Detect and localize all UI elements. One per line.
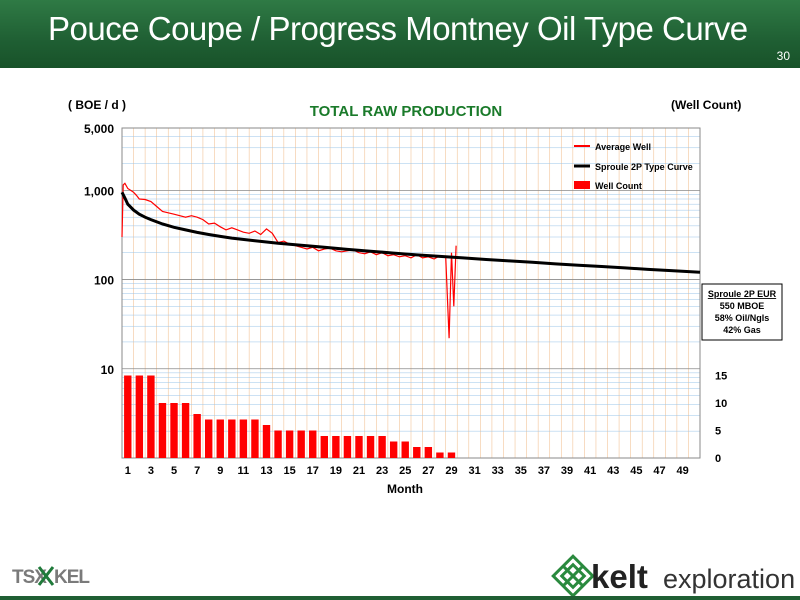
- kelt-wordmark: kelt: [591, 558, 648, 595]
- x-tick-label: 21: [353, 465, 365, 477]
- x-tick-label: 33: [492, 465, 504, 477]
- legend-label-well-count: Well Count: [595, 181, 642, 191]
- well-count-bar: [251, 419, 259, 458]
- well-count-bar: [447, 452, 456, 458]
- x-tick-label: 23: [376, 465, 388, 477]
- y-tick-label: 1,000: [84, 184, 114, 198]
- x-tick-label: 5: [171, 465, 177, 477]
- well-count-bar: [158, 403, 167, 458]
- x-tick-label: 35: [515, 465, 527, 477]
- well-count-bar: [124, 375, 132, 458]
- x-tick-label: 9: [217, 465, 223, 477]
- x-tick-label: 11: [238, 465, 250, 477]
- x-tick-label: 39: [561, 465, 573, 477]
- y2-axis-label: (Well Count): [671, 98, 741, 112]
- y-tick-label: 10: [101, 363, 115, 377]
- plot-border: [121, 127, 701, 459]
- well-count-bar: [401, 441, 409, 458]
- y-axis-label: ( BOE / d ): [68, 98, 126, 112]
- x-tick-label: 1: [125, 465, 131, 477]
- slide-header: Pouce Coupe / Progress Montney Oil Type …: [0, 0, 800, 68]
- y2-tick-label: 10: [715, 398, 727, 410]
- tsx-x-mark-icon: [37, 566, 55, 586]
- tsx-kel-logo: TSX KEL: [12, 566, 91, 588]
- well-count-bar: [262, 425, 271, 458]
- chart-title: TOTAL RAW PRODUCTION: [310, 103, 503, 120]
- x-tick-label: 49: [677, 465, 689, 477]
- x-tick-label: 41: [584, 465, 596, 477]
- eur-box-title: Sproule 2P EUR: [708, 289, 777, 299]
- well-count-bar: [193, 414, 201, 458]
- well-count-bar: [147, 375, 155, 458]
- well-count-bar: [239, 419, 248, 458]
- x-tick-label: 25: [399, 465, 411, 477]
- well-count-bar: [424, 447, 433, 458]
- x-tick-label: 37: [538, 465, 550, 477]
- chart-grid: [122, 128, 701, 458]
- kel-logo-text: KEL: [54, 567, 90, 588]
- well-count-bar: [309, 430, 317, 458]
- chart-lines: [120, 182, 701, 339]
- slide-title: Pouce Coupe / Progress Montney Oil Type …: [48, 10, 748, 47]
- y-tick-label: 100: [94, 274, 114, 288]
- well-count-bar: [216, 419, 224, 458]
- eur-box-frame: [701, 283, 783, 341]
- well-count-bar: [355, 436, 363, 458]
- x-tick-label: 29: [445, 465, 457, 477]
- well-count-bar: [436, 452, 444, 458]
- legend-swatch-well-count: [574, 181, 590, 189]
- well-count-bar: [413, 447, 421, 458]
- legend-label-average-well: Average Well: [595, 142, 651, 152]
- eur-box-line3: 42% Gas: [723, 325, 761, 335]
- x-tick-label: 17: [307, 465, 319, 477]
- y2-tick-label: 5: [715, 426, 721, 438]
- x-tick-label: 3: [148, 465, 154, 477]
- x-tick-label: 47: [653, 465, 665, 477]
- legend: Average Well Sproule 2P Type Curve Well …: [574, 142, 693, 191]
- x-tick-label: 7: [194, 465, 200, 477]
- x-tick-label: 15: [283, 465, 295, 477]
- x-tick-label: 13: [260, 465, 272, 477]
- type-curve-line: [120, 191, 701, 274]
- x-axis-label: Month: [387, 482, 423, 496]
- well-count-bar: [181, 403, 190, 458]
- well-count-bar: [228, 419, 236, 458]
- well-count-bars: [124, 375, 456, 458]
- well-count-bar: [378, 436, 386, 458]
- y2-tick-label: 0: [715, 453, 721, 465]
- kelt-knot-icon: [551, 554, 595, 598]
- well-count-bar: [389, 441, 398, 458]
- well-count-bar: [297, 430, 305, 458]
- well-count-bar: [170, 403, 178, 458]
- legend-label-type-curve: Sproule 2P Type Curve: [595, 162, 693, 172]
- eur-box-line1: 550 MBOE: [720, 301, 765, 311]
- x-tick-label: 27: [422, 465, 434, 477]
- well-count-bar: [135, 375, 144, 458]
- well-count-bar: [320, 436, 328, 458]
- well-count-bar: [274, 430, 282, 458]
- y2-tick-label: 15: [715, 371, 727, 383]
- exploration-wordmark: exploration: [663, 564, 795, 594]
- kelt-logo: kelt exploration: [551, 554, 795, 598]
- x-tick-label: 45: [630, 465, 642, 477]
- slide-content: [4, 68, 796, 598]
- well-count-bar: [366, 436, 375, 458]
- well-count-bar: [343, 436, 352, 458]
- x-tick-label: 19: [330, 465, 342, 477]
- page-number: 30: [776, 49, 790, 63]
- y-tick-label: 5,000: [84, 122, 114, 136]
- average-well-line: [121, 182, 457, 339]
- eur-box: Sproule 2P EUR 550 MBOE 58% Oil/Ngls 42%…: [701, 283, 783, 341]
- well-count-bar: [285, 430, 294, 458]
- x-tick-label: 43: [607, 465, 619, 477]
- footer-bar: [0, 596, 800, 600]
- well-count-bar: [332, 436, 340, 458]
- well-count-bar: [205, 419, 213, 458]
- eur-box-line2: 58% Oil/Ngls: [715, 313, 770, 323]
- x-tick-label: 31: [468, 465, 480, 477]
